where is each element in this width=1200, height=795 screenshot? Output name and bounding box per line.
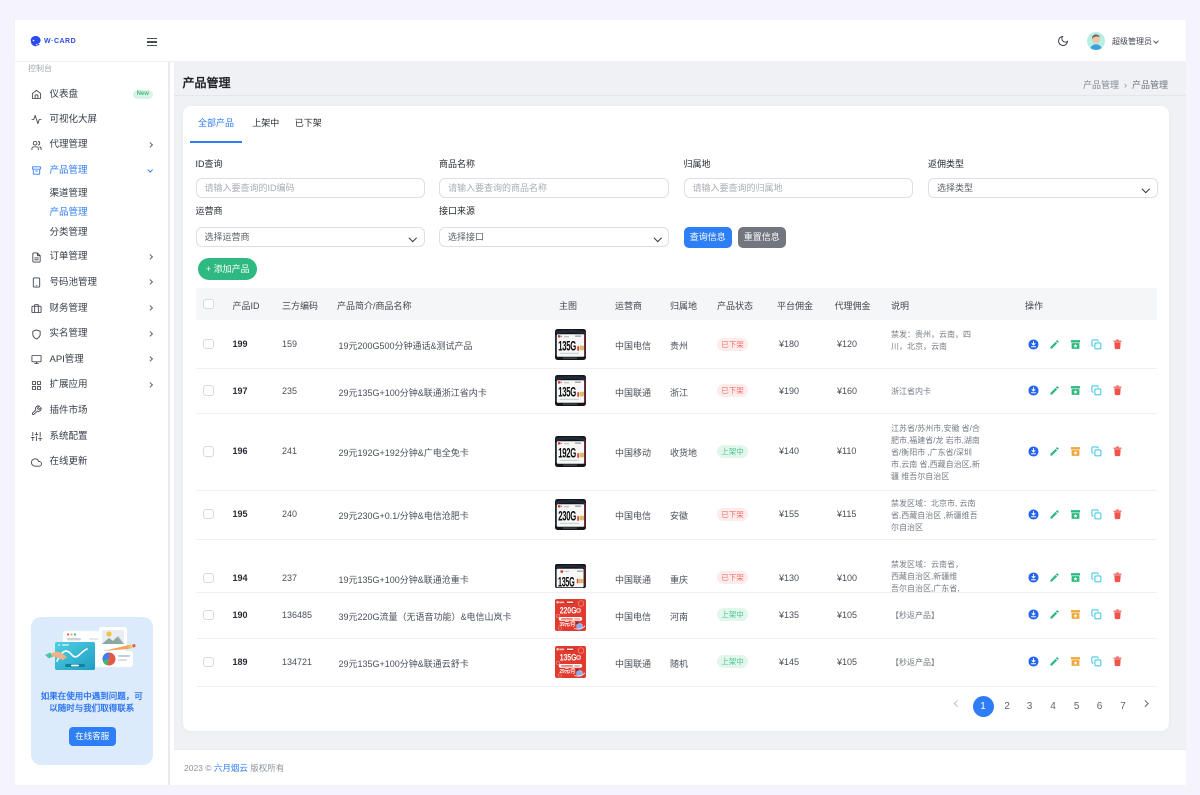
svg-text:230G: 230G — [558, 509, 576, 524]
svg-text:39元/月: 39元/月 — [560, 619, 576, 628]
svg-text:135G: 135G — [558, 385, 576, 400]
svg-text:135G: 135G — [560, 652, 577, 662]
svg-text:220G: 220G — [560, 605, 577, 615]
svg-text:135G: 135G — [558, 339, 576, 354]
svg-text:135G: 135G — [558, 575, 574, 588]
svg-text:192G: 192G — [558, 446, 576, 461]
svg-text:29元/月: 29元/月 — [560, 666, 576, 675]
